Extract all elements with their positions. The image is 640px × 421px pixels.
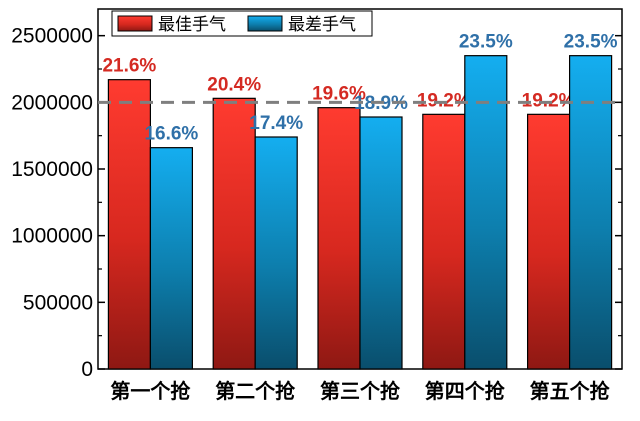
legend: 最佳手气 最差手气: [111, 10, 373, 37]
y-tick-label: 2000000: [11, 91, 93, 114]
data-label: 23.5%: [564, 32, 618, 53]
legend-swatch-best: [117, 15, 153, 32]
data-label: 21.6%: [102, 56, 156, 77]
x-tick-label: 第三个抢: [320, 379, 401, 403]
data-label: 20.4%: [207, 74, 261, 95]
data-label: 17.4%: [249, 113, 303, 134]
bar-worst: [254, 136, 298, 370]
bar-best: [107, 79, 152, 370]
y-tick-label: 2500000: [11, 25, 93, 48]
legend-label: 最差手气: [288, 15, 356, 35]
bar-best: [317, 107, 361, 370]
data-label: 19.6%: [312, 84, 366, 105]
x-tick-label: 第一个抢: [110, 379, 191, 403]
bar-best: [526, 113, 571, 370]
y-tick-label: 1500000: [11, 158, 93, 181]
data-label: 16.6%: [144, 124, 198, 145]
legend-box: [111, 10, 373, 37]
y-tick-label: 0: [81, 358, 93, 381]
bar-worst: [568, 55, 613, 370]
x-tick-label: 第四个抢: [425, 379, 506, 403]
bar-best: [212, 97, 256, 370]
legend-swatch-worst: [247, 15, 283, 32]
x-tick-label: 第二个抢: [215, 379, 296, 403]
data-label: 23.5%: [459, 32, 513, 53]
bar-worst: [359, 116, 403, 370]
y-tick-label: 500000: [23, 291, 93, 314]
x-tick-label: 第五个抢: [530, 379, 611, 403]
bar-worst: [149, 147, 193, 370]
legend-label: 最佳手气: [158, 15, 226, 35]
bar-best: [422, 113, 466, 370]
y-tick-label: 1000000: [11, 225, 93, 248]
bar-worst: [464, 55, 508, 370]
